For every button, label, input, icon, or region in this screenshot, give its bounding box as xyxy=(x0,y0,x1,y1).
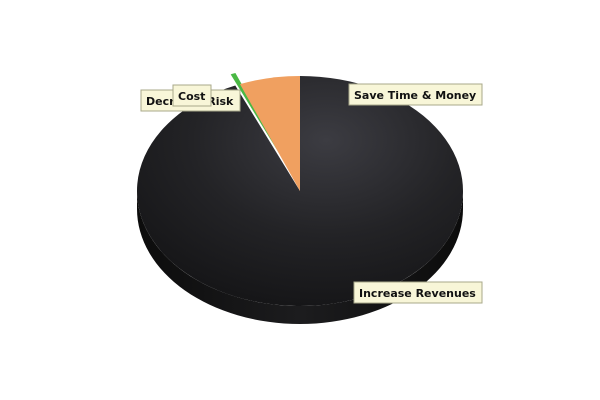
svg-text:Save Time & Money: Save Time & Money xyxy=(354,89,476,102)
pie-slice-cost[interactable] xyxy=(239,76,300,191)
slice-label-save-time-and-money: Save Time & Money xyxy=(348,83,483,106)
svg-text:Cost: Cost xyxy=(178,90,205,103)
slice-label-increase-revenues: Increase Revenues xyxy=(353,281,483,304)
pie-slices xyxy=(136,72,463,306)
slice-label-cost: Cost xyxy=(172,84,212,107)
svg-text:Increase Revenues: Increase Revenues xyxy=(359,287,476,300)
